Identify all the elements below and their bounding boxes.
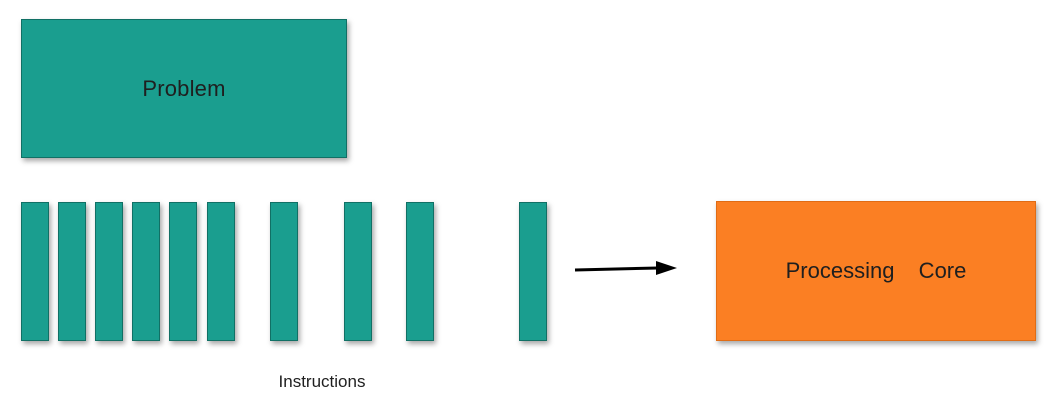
instruction-block (406, 202, 434, 341)
instruction-block (344, 202, 372, 341)
processing-core-box: Processing Core (716, 201, 1036, 341)
instruction-block (21, 202, 49, 341)
instruction-block (95, 202, 123, 341)
instruction-block (132, 202, 160, 341)
instruction-block (169, 202, 197, 341)
problem-label: Problem (142, 76, 225, 102)
arrow-right-icon (570, 256, 680, 282)
instruction-block (270, 202, 298, 341)
instruction-block (207, 202, 235, 341)
processing-core-label: Processing Core (786, 258, 967, 284)
instruction-block (58, 202, 86, 341)
problem-box: Problem (21, 19, 347, 158)
instructions-label: Instructions (222, 372, 422, 392)
instruction-block (519, 202, 547, 341)
